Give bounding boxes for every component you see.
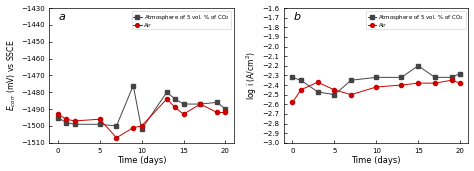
Atmosphere of 5 vol. % of CO$_2$: [214, 101, 220, 103]
Y-axis label: log i (A/cm$^2$): log i (A/cm$^2$): [245, 51, 259, 100]
Atmosphere of 5 vol. % of CO$_2$: [164, 91, 170, 93]
Atmosphere of 5 vol. % of CO$_2$: [139, 128, 145, 130]
Atmosphere of 5 vol. % of CO$_2$: [114, 125, 119, 127]
Air: [449, 79, 455, 81]
Y-axis label: $E_{corr}$ (mV) vs SSCE: $E_{corr}$ (mV) vs SSCE: [6, 40, 18, 111]
Line: Atmosphere of 5 vol. % of CO$_2$: Atmosphere of 5 vol. % of CO$_2$: [291, 64, 462, 97]
Air: [331, 89, 337, 91]
Atmosphere of 5 vol. % of CO$_2$: [72, 123, 77, 125]
X-axis label: Time (days): Time (days): [352, 156, 401, 166]
Atmosphere of 5 vol. % of CO$_2$: [432, 76, 438, 78]
Atmosphere of 5 vol. % of CO$_2$: [399, 76, 404, 78]
Atmosphere of 5 vol. % of CO$_2$: [298, 79, 304, 81]
Atmosphere of 5 vol. % of CO$_2$: [331, 94, 337, 96]
Atmosphere of 5 vol. % of CO$_2$: [55, 116, 61, 119]
Line: Atmosphere of 5 vol. % of CO$_2$: Atmosphere of 5 vol. % of CO$_2$: [56, 83, 228, 131]
Air: [290, 101, 295, 103]
Atmosphere of 5 vol. % of CO$_2$: [457, 73, 463, 75]
Air: [223, 111, 228, 114]
Air: [55, 113, 61, 115]
Air: [164, 98, 170, 100]
Air: [72, 120, 77, 122]
Atmosphere of 5 vol. % of CO$_2$: [449, 76, 455, 78]
Legend: Atmosphere of 5 vol. % of CO$_2$, Air: Atmosphere of 5 vol. % of CO$_2$, Air: [366, 11, 465, 29]
Air: [374, 86, 379, 88]
Atmosphere of 5 vol. % of CO$_2$: [97, 123, 102, 125]
Air: [214, 111, 220, 114]
Atmosphere of 5 vol. % of CO$_2$: [415, 65, 421, 67]
Text: b: b: [293, 12, 301, 22]
Atmosphere of 5 vol. % of CO$_2$: [315, 91, 320, 93]
Air: [348, 94, 354, 96]
Line: Air: Air: [56, 97, 228, 140]
Atmosphere of 5 vol. % of CO$_2$: [64, 122, 69, 124]
Air: [130, 127, 136, 129]
Air: [457, 82, 463, 84]
Atmosphere of 5 vol. % of CO$_2$: [374, 76, 379, 78]
Atmosphere of 5 vol. % of CO$_2$: [173, 98, 178, 100]
Line: Air: Air: [291, 78, 462, 104]
Air: [64, 118, 69, 120]
Atmosphere of 5 vol. % of CO$_2$: [181, 103, 186, 105]
Text: a: a: [59, 12, 65, 22]
Air: [415, 82, 421, 84]
Legend: Atmosphere of 5 vol. % of CO$_2$, Air: Atmosphere of 5 vol. % of CO$_2$, Air: [132, 11, 231, 29]
Air: [298, 89, 304, 91]
Air: [139, 125, 145, 127]
Air: [114, 137, 119, 139]
Atmosphere of 5 vol. % of CO$_2$: [290, 76, 295, 78]
Atmosphere of 5 vol. % of CO$_2$: [130, 84, 136, 87]
X-axis label: Time (days): Time (days): [117, 156, 166, 166]
Air: [181, 113, 186, 115]
Air: [315, 81, 320, 83]
Atmosphere of 5 vol. % of CO$_2$: [348, 79, 354, 81]
Air: [173, 106, 178, 108]
Air: [432, 82, 438, 84]
Air: [198, 103, 203, 105]
Air: [97, 118, 102, 120]
Atmosphere of 5 vol. % of CO$_2$: [198, 103, 203, 105]
Atmosphere of 5 vol. % of CO$_2$: [223, 108, 228, 110]
Air: [399, 84, 404, 86]
